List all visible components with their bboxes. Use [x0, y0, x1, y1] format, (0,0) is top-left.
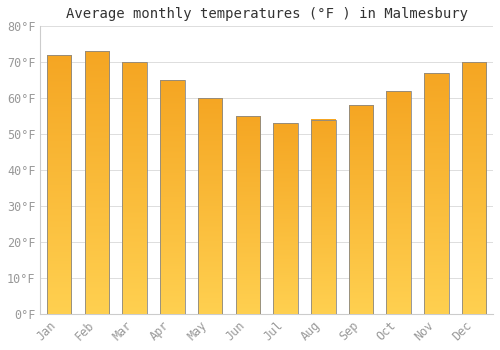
- Bar: [348, 105, 374, 314]
- Bar: [274, 123, 298, 314]
- Bar: [160, 80, 184, 314]
- Title: Average monthly temperatures (°F ) in Malmesbury: Average monthly temperatures (°F ) in Ma…: [66, 7, 468, 21]
- Bar: [122, 62, 147, 314]
- Bar: [311, 120, 336, 314]
- Bar: [462, 62, 486, 314]
- Bar: [198, 98, 222, 314]
- Bar: [424, 73, 448, 314]
- Bar: [236, 116, 260, 314]
- Bar: [84, 51, 109, 314]
- Bar: [47, 55, 72, 314]
- Bar: [386, 91, 411, 314]
